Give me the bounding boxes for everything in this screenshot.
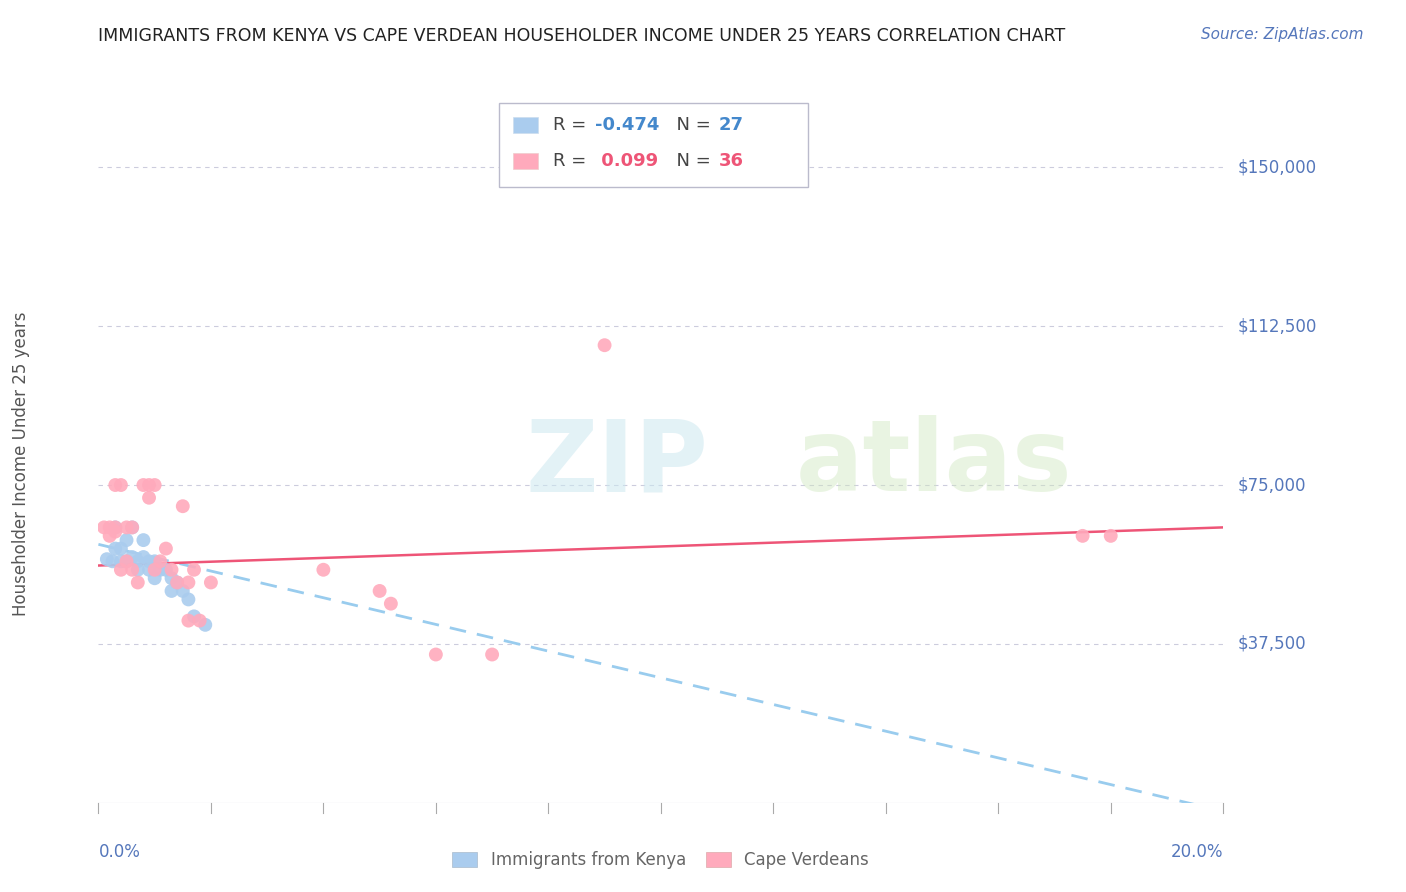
Point [143, 563, 166, 577]
Point [149, 554, 172, 568]
Point [143, 554, 166, 568]
Text: $37,500: $37,500 [1237, 635, 1306, 653]
Point [160, 583, 183, 598]
Point [172, 500, 194, 514]
Point [166, 575, 188, 590]
Text: 0.0%: 0.0% [98, 843, 141, 861]
Point [104, 478, 127, 492]
Point [98, 529, 121, 543]
Point [177, 592, 200, 607]
Point [425, 648, 447, 662]
Text: $150,000: $150,000 [1237, 158, 1316, 177]
Point [121, 520, 143, 534]
Point [127, 563, 149, 577]
Point [110, 563, 132, 577]
Point [121, 549, 143, 565]
Point [115, 554, 138, 568]
Point [160, 571, 183, 585]
Text: N =: N = [665, 152, 717, 169]
Point [481, 648, 503, 662]
Point [155, 563, 177, 577]
Point [200, 575, 222, 590]
Legend: Immigrants from Kenya, Cape Verdeans: Immigrants from Kenya, Cape Verdeans [446, 845, 876, 876]
Point [127, 575, 149, 590]
Point [96, 552, 118, 566]
Text: 20.0%: 20.0% [1171, 843, 1223, 861]
Point [110, 554, 132, 568]
Point [172, 583, 194, 598]
Text: Source: ZipAtlas.com: Source: ZipAtlas.com [1201, 27, 1364, 42]
Point [194, 617, 217, 632]
Point [177, 575, 200, 590]
Text: IMMIGRANTS FROM KENYA VS CAPE VERDEAN HOUSEHOLDER INCOME UNDER 25 YEARS CORRELAT: IMMIGRANTS FROM KENYA VS CAPE VERDEAN HO… [98, 27, 1066, 45]
Text: N =: N = [665, 116, 717, 134]
Point [104, 541, 127, 556]
Point [593, 338, 616, 352]
Point [183, 609, 205, 624]
Point [1071, 529, 1094, 543]
Point [110, 478, 132, 492]
Point [138, 554, 160, 568]
Point [188, 614, 211, 628]
Point [143, 571, 166, 585]
Point [149, 563, 172, 577]
Point [115, 533, 138, 547]
Point [132, 533, 155, 547]
Point [104, 520, 127, 534]
Text: 36: 36 [718, 152, 744, 169]
Point [115, 554, 138, 568]
Point [160, 563, 183, 577]
Point [183, 563, 205, 577]
Text: R =: R = [553, 116, 592, 134]
Text: 0.099: 0.099 [595, 152, 658, 169]
Point [132, 549, 155, 565]
Text: ZIP: ZIP [526, 416, 709, 512]
Text: $75,000: $75,000 [1237, 476, 1306, 494]
Text: $112,500: $112,500 [1237, 318, 1316, 335]
Point [368, 583, 391, 598]
Point [104, 524, 127, 539]
Point [166, 575, 188, 590]
Point [138, 478, 160, 492]
Point [132, 478, 155, 492]
Point [121, 563, 143, 577]
Point [93, 520, 115, 534]
Point [121, 520, 143, 534]
Point [143, 478, 166, 492]
Point [98, 520, 121, 534]
Point [155, 541, 177, 556]
Text: Householder Income Under 25 years: Householder Income Under 25 years [13, 311, 30, 616]
Text: -0.474: -0.474 [595, 116, 659, 134]
Point [380, 597, 402, 611]
Text: R =: R = [553, 152, 592, 169]
Point [101, 554, 124, 568]
Point [312, 563, 335, 577]
Point [110, 541, 132, 556]
Point [138, 563, 160, 577]
Point [115, 520, 138, 534]
Point [127, 554, 149, 568]
Text: atlas: atlas [796, 416, 1073, 512]
Text: 27: 27 [718, 116, 744, 134]
Point [138, 491, 160, 505]
Point [1099, 529, 1122, 543]
Point [177, 614, 200, 628]
Point [104, 520, 127, 534]
